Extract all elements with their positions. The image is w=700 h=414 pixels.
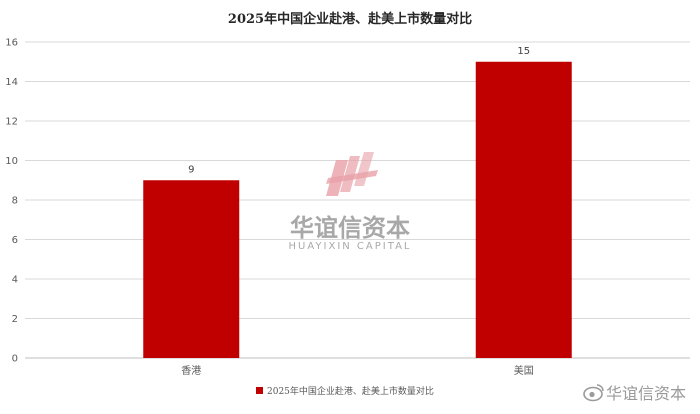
logo-icon — [326, 152, 378, 196]
watermark: 华谊信资本 HUAYIXIN CAPITAL — [289, 152, 412, 252]
legend: 2025年中国企业赴港、赴美上市数量对比 — [256, 385, 434, 397]
data-label: 9 — [188, 164, 194, 175]
corner-brand: 华谊信资本 — [606, 384, 686, 403]
bars: 9 15 — [143, 46, 572, 358]
data-label: 15 — [517, 46, 530, 57]
y-tick-label: 12 — [5, 117, 18, 128]
y-tick-label: 14 — [5, 77, 18, 88]
y-tick-label: 8 — [12, 196, 18, 207]
y-axis: 0 2 4 6 8 10 12 14 16 — [5, 38, 18, 365]
bar — [143, 180, 240, 358]
x-tick-label: 香港 — [181, 365, 201, 377]
bar — [475, 61, 572, 358]
chart-title: 2025年中国企业赴港、赴美上市数量对比 — [228, 11, 472, 27]
legend-label: 2025年中国企业赴港、赴美上市数量对比 — [267, 385, 434, 397]
y-tick-label: 2 — [12, 314, 18, 325]
x-tick-label: 美国 — [514, 364, 534, 377]
y-tick-label: 16 — [5, 38, 18, 49]
y-tick-label: 6 — [12, 235, 18, 246]
legend-swatch — [256, 387, 263, 394]
y-tick-label: 0 — [12, 354, 18, 365]
weibo-icon — [583, 384, 604, 402]
y-tick-label: 10 — [5, 156, 18, 167]
watermark-brand-en: HUAYIXIN CAPITAL — [289, 241, 412, 252]
corner-watermark: 华谊信资本 — [583, 384, 686, 403]
watermark-brand: 华谊信资本 — [290, 214, 410, 242]
y-tick-label: 4 — [12, 275, 18, 286]
gridlines — [25, 41, 690, 359]
x-axis: 香港 美国 — [181, 364, 534, 377]
